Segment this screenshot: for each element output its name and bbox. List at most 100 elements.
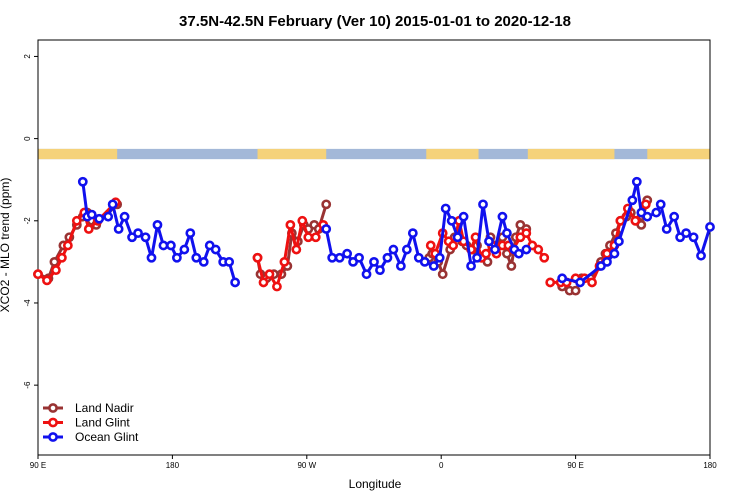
legend-label-land-nadir: Land Nadir	[75, 401, 134, 415]
data-point-ocean-glint-0-10	[140, 232, 151, 243]
data-point-ocean-glint-0-13	[158, 240, 169, 251]
data-point-ocean-glint-2-16	[688, 232, 699, 243]
data-point-land-glint-3-9	[615, 215, 626, 226]
data-point-land-glint-0-1	[42, 275, 52, 286]
data-point-land-glint-1-5	[285, 220, 296, 230]
data-point-land-glint-2-19	[533, 244, 544, 255]
x-tick-label-1: 180	[166, 461, 180, 470]
data-point-ocean-glint-1-13	[407, 228, 418, 239]
data-point-ocean-glint-2-6	[627, 195, 638, 206]
data-point-land-glint-2-10	[481, 248, 491, 259]
data-point-ocean-glint-2-7	[631, 176, 642, 187]
y-axis: 2 0 -2 -4 -6	[23, 54, 38, 389]
data-point-land-glint-2-20	[539, 252, 550, 263]
data-point-ocean-glint-1-22	[466, 261, 476, 271]
y-tick-label-4: -6	[23, 381, 32, 389]
data-point-land-glint-1-8	[303, 232, 314, 243]
data-point-land-glint-1-2	[264, 269, 275, 280]
legend-marker-land-nadir	[48, 403, 58, 413]
data-point-ocean-glint-0-16	[179, 244, 190, 255]
land-segment-0	[38, 148, 118, 160]
data-point-land-glint-3-11	[630, 215, 641, 226]
y-tick-label-0: 2	[23, 54, 32, 59]
data-point-ocean-glint-1-25	[484, 236, 494, 247]
data-point-ocean-glint-1-3	[342, 248, 353, 259]
data-point-ocean-glint-1-12	[401, 244, 412, 255]
data-point-ocean-glint-1-2	[334, 252, 345, 263]
data-point-ocean-glint-0-4	[103, 211, 114, 222]
data-point-ocean-glint-1-21	[458, 211, 469, 222]
data-point-ocean-glint-0-2	[86, 209, 97, 220]
data-point-ocean-glint-2-10	[651, 207, 662, 218]
data-point-ocean-glint-0-17	[185, 228, 196, 239]
data-point-ocean-glint-1-31	[521, 244, 532, 255]
land-segment-4	[647, 148, 710, 160]
data-point-land-nadir-2-16	[506, 261, 517, 271]
data-point-land-glint-1-1	[258, 277, 269, 288]
legend-marker-ocean-glint	[48, 432, 58, 442]
series-ocean-glint	[77, 176, 715, 288]
data-point-ocean-glint-2-4	[609, 248, 620, 259]
x-axis: 90 E 180 90 W 0 90 E 180	[30, 455, 717, 470]
data-point-land-glint-1-6	[291, 244, 302, 255]
data-point-land-glint-0-0	[33, 269, 43, 280]
x-tick-label-0: 90 E	[30, 461, 46, 470]
ocean-band	[38, 148, 710, 160]
data-point-ocean-glint-1-17	[434, 252, 445, 263]
data-point-ocean-glint-1-20	[452, 232, 463, 243]
data-point-ocean-glint-1-19	[446, 215, 457, 226]
data-point-land-glint-0-5	[71, 215, 82, 226]
x-tick-label-3: 0	[439, 461, 444, 470]
series-line-ocean-glint-0	[81, 181, 237, 283]
data-point-ocean-glint-1-24	[478, 199, 488, 210]
y-tick-label-3: -4	[23, 299, 32, 307]
data-point-ocean-glint-2-11	[655, 199, 666, 210]
data-point-ocean-glint-2-18	[705, 222, 715, 232]
data-point-ocean-glint-0-12	[152, 220, 163, 230]
data-point-land-glint-3-0	[545, 277, 556, 288]
data-point-ocean-glint-1-11	[395, 261, 406, 271]
data-point-ocean-glint-1-16	[428, 261, 439, 271]
data-point-ocean-glint-1-27	[497, 211, 508, 222]
data-point-ocean-glint-0-24	[230, 277, 241, 288]
legend-label-land-glint: Land Glint	[75, 416, 130, 430]
y-tick-label-2: -2	[23, 217, 32, 225]
data-point-land-nadir-0-2	[49, 256, 60, 267]
x-tick-label-2: 90 W	[297, 461, 316, 470]
data-point-ocean-glint-2-0	[557, 273, 568, 284]
data-point-ocean-glint-0-7	[119, 211, 130, 222]
data-point-land-glint-1-0	[252, 252, 263, 263]
data-point-ocean-glint-0-18	[191, 252, 202, 263]
data-point-ocean-glint-1-5	[354, 252, 364, 263]
data-point-ocean-glint-1-6	[361, 269, 372, 280]
data-point-ocean-glint-0-3	[94, 213, 105, 224]
data-point-ocean-glint-1-30	[513, 248, 524, 259]
y-axis-label: XCO2 - MLO trend (ppm)	[0, 178, 12, 313]
data-point-ocean-glint-2-12	[661, 224, 672, 234]
data-point-land-glint-0-2	[51, 265, 61, 275]
data-point-land-glint-1-4	[279, 256, 290, 267]
series-layer	[33, 176, 715, 296]
data-point-ocean-glint-0-15	[171, 252, 182, 263]
plot-frame	[37, 39, 711, 456]
data-point-ocean-glint-2-17	[696, 250, 706, 261]
data-point-ocean-glint-1-15	[419, 256, 430, 267]
data-point-ocean-glint-1-10	[388, 244, 399, 255]
data-point-ocean-glint-2-9	[642, 211, 653, 222]
data-point-ocean-glint-1-0	[321, 224, 332, 234]
legend-label-ocean-glint: Ocean Glint	[75, 430, 139, 444]
data-point-ocean-glint-2-5	[614, 236, 624, 247]
land-segment-1	[257, 148, 327, 160]
y-tick-label-1: 0	[23, 136, 32, 141]
data-point-ocean-glint-0-11	[146, 252, 157, 263]
data-point-ocean-glint-1-1	[327, 252, 338, 263]
data-point-land-glint-2-17	[521, 228, 532, 239]
chart-title: 37.5N-42.5N February (Ver 10) 2015-01-01…	[179, 13, 571, 30]
data-point-land-glint-0-4	[62, 240, 73, 251]
data-point-ocean-glint-0-0	[77, 176, 88, 187]
data-point-land-glint-3-7	[602, 248, 612, 259]
data-point-ocean-glint-0-5	[107, 199, 118, 210]
data-point-ocean-glint-1-18	[440, 203, 451, 214]
data-point-land-glint-0-3	[56, 252, 67, 263]
